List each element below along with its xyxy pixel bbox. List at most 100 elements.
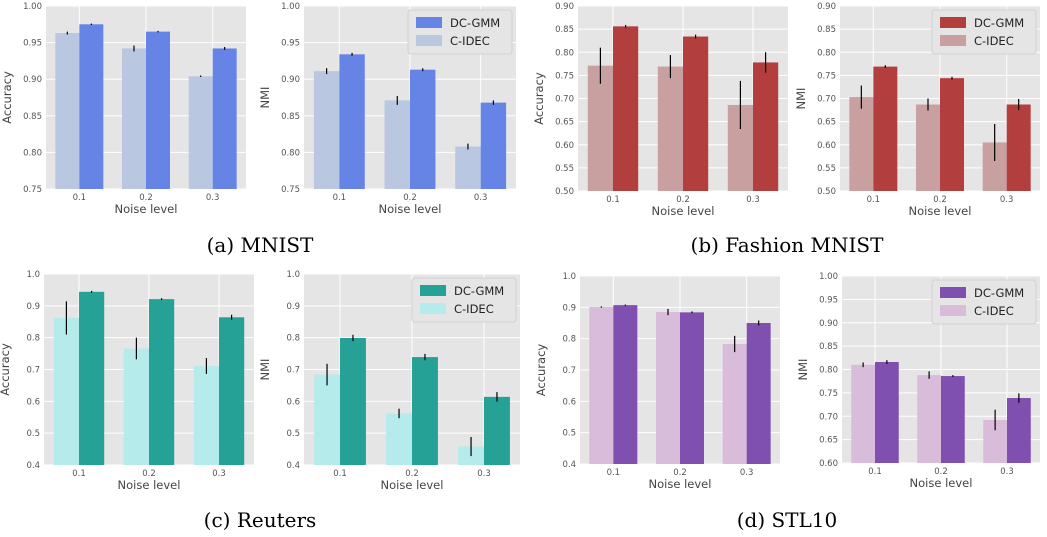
y-tick-label: 0.9	[26, 302, 40, 312]
bar-dc-gmm	[753, 62, 779, 191]
y-tick-label: 0.85	[555, 25, 574, 35]
legend-swatch	[940, 17, 966, 28]
bar-dc-gmm	[212, 48, 237, 190]
y-tick-label: 0.8	[286, 334, 300, 344]
y-tick-label: 0.85	[281, 112, 300, 122]
y-axis-label: NMI	[796, 359, 810, 381]
y-tick-label: 0.5	[562, 429, 576, 439]
y-axis-label: Accuracy	[534, 344, 548, 397]
y-tick-label: 0.90	[23, 75, 42, 85]
y-tick-label: 0.95	[281, 39, 300, 49]
x-tick-label: 0.2	[403, 193, 417, 203]
y-tick-label: 0.55	[817, 164, 836, 174]
y-tick-label: 0.90	[819, 319, 838, 329]
bar-c-idec	[657, 66, 683, 191]
legend-label: C-IDEC	[974, 304, 1014, 318]
y-tick-label: 0.75	[817, 71, 836, 81]
bar-c-idec	[722, 343, 747, 464]
x-tick-label: 0.2	[676, 195, 690, 205]
y-tick-label: 0.4	[562, 460, 576, 470]
bar-dc-gmm	[79, 291, 105, 465]
bar-c-idec	[122, 48, 146, 190]
x-tick-label: 0.1	[333, 469, 347, 479]
y-tick-label: 0.50	[817, 187, 836, 197]
bar-dc-gmm	[146, 31, 170, 190]
x-axis-label: Noise level	[118, 478, 181, 492]
y-tick-label: 0.60	[817, 141, 836, 151]
y-tick-label: 1.0	[26, 270, 40, 280]
bar-c-idec	[384, 100, 410, 189]
y-tick-label: 0.85	[819, 342, 838, 352]
bar-dc-gmm	[613, 26, 639, 191]
bar-c-idec	[589, 307, 614, 464]
x-tick-label: 0.2	[139, 193, 153, 203]
bar-dc-gmm	[873, 66, 898, 191]
y-axis-label: Accuracy	[0, 71, 14, 124]
x-axis-label: Noise level	[379, 202, 442, 216]
y-tick-label: 0.70	[555, 95, 574, 105]
x-tick-label: 0.1	[867, 195, 881, 205]
bar-dc-gmm	[484, 396, 510, 465]
bar-c-idec	[55, 33, 80, 189]
y-tick-label: 0.9	[562, 303, 576, 313]
y-tick-label: 0.50	[555, 187, 574, 197]
y-tick-label: 0.4	[26, 461, 40, 471]
y-tick-label: 0.6	[26, 397, 40, 407]
x-tick-label: 0.2	[933, 195, 947, 205]
y-tick-label: 0.85	[23, 112, 42, 122]
legend-swatch	[940, 35, 966, 46]
y-tick-label: 1.00	[23, 2, 42, 12]
bar-c-idec	[656, 312, 680, 464]
bar-dc-gmm	[746, 323, 771, 464]
bar-dc-gmm	[941, 376, 965, 463]
y-tick-label: 0.6	[562, 397, 576, 407]
bar-c-idec	[53, 317, 79, 465]
x-tick-label: 0.3	[477, 469, 491, 479]
bar-dc-gmm	[1007, 398, 1031, 463]
bar-dc-gmm	[680, 312, 704, 464]
y-tick-label: 0.4	[286, 461, 300, 471]
y-tick-label: 0.80	[819, 366, 838, 376]
legend-swatch	[416, 35, 442, 46]
x-tick-label: 0.3	[740, 468, 754, 478]
chart-fashion-accuracy: 0.50 0.55 0.60 0.65 0.70 0.75 0.80 0.85 0.90 0.1 0…	[532, 2, 788, 218]
bar-c-idec	[587, 65, 613, 191]
x-tick-label: 0.2	[934, 467, 948, 477]
y-tick-label: 1.00	[281, 2, 300, 12]
y-tick-label: 0.95	[23, 39, 42, 49]
bar-c-idec	[455, 146, 481, 189]
legend-swatch	[940, 287, 966, 298]
legend-swatch	[420, 303, 446, 314]
legend: DC-GMM C-IDEC	[931, 9, 1037, 55]
y-tick-label: 1.0	[286, 270, 300, 280]
bar-dc-gmm	[480, 102, 507, 189]
bar-c-idec	[123, 348, 149, 465]
y-tick-label: 0.80	[817, 48, 836, 58]
bar-c-idec	[917, 375, 941, 463]
x-axis-label: Noise level	[909, 204, 972, 218]
y-tick-label: 0.60	[555, 141, 574, 151]
caption-b: (b) Fashion MNIST	[690, 233, 884, 257]
y-tick-label: 0.95	[819, 295, 838, 305]
legend-label: DC-GMM	[454, 284, 504, 298]
y-tick-label: 0.5	[286, 429, 300, 439]
y-axis-label: Accuracy	[532, 72, 546, 125]
y-tick-label: 1.00	[819, 272, 838, 282]
chart-mnist-nmi: 0.75 0.80 0.85 0.90 0.95 1.00 0.1 0.2 0.3 Noise l…	[258, 2, 516, 216]
y-tick-label: 0.65	[819, 436, 838, 446]
x-axis-label: Noise level	[652, 204, 715, 218]
legend-label: C-IDEC	[454, 302, 494, 316]
legend-label: DC-GMM	[450, 16, 500, 30]
y-tick-label: 0.70	[817, 95, 836, 105]
chart-fashion-nmi: 0.50 0.55 0.60 0.65 0.70 0.75 0.80 0.85 0.90 0.1 0…	[794, 2, 1040, 218]
bar-dc-gmm	[940, 78, 964, 191]
y-tick-label: 0.85	[817, 25, 836, 35]
bar-dc-gmm	[412, 357, 438, 465]
y-tick-label: 0.90	[281, 75, 300, 85]
bar-dc-gmm	[339, 54, 365, 190]
y-tick-label: 0.5	[26, 429, 40, 439]
legend: DC-GMM C-IDEC	[407, 9, 513, 55]
y-tick-label: 0.9	[286, 302, 300, 312]
y-tick-label: 0.75	[281, 185, 300, 195]
